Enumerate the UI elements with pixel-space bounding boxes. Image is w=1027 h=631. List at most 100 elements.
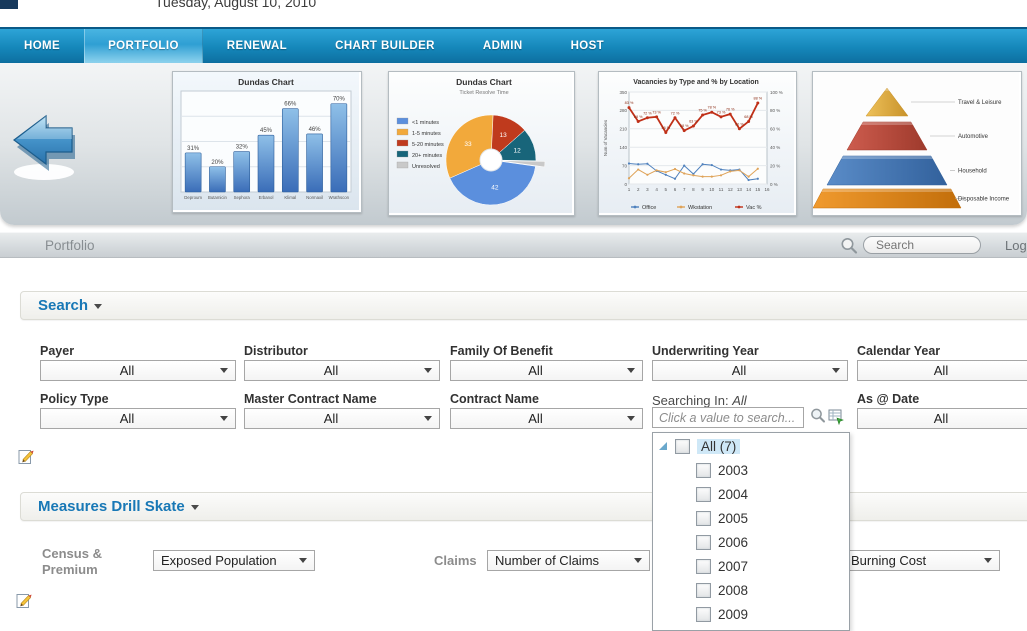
- svg-text:78 %: 78 %: [707, 106, 716, 110]
- svg-text:Deproum: Deproum: [184, 195, 202, 200]
- tab-portfolio[interactable]: PORTFOLIO: [84, 29, 203, 63]
- svg-text:68 %: 68 %: [744, 115, 753, 119]
- add-search-value-icon[interactable]: [828, 408, 845, 430]
- tree-root-checkbox[interactable]: [675, 439, 690, 454]
- family-of-benefit-dropdown[interactable]: All: [450, 360, 643, 381]
- master-contract-name-label: Master Contract Name: [244, 392, 377, 406]
- svg-text:16: 16: [764, 187, 770, 192]
- measures-section-header: Measures Drill Skate: [20, 492, 1027, 521]
- svg-text:70: 70: [622, 163, 628, 168]
- svg-text:45%: 45%: [260, 128, 273, 134]
- svg-text:3: 3: [646, 187, 649, 192]
- year-search-input[interactable]: [652, 407, 804, 428]
- year-checkbox[interactable]: [696, 559, 711, 574]
- edit-search-icon[interactable]: [18, 448, 35, 465]
- svg-text:4: 4: [655, 187, 658, 192]
- carousel-back-arrow-icon[interactable]: [6, 98, 82, 186]
- thumbnail-bar-chart[interactable]: Dundas Chart 31% Deproum 20% Butamicin 32% Sep…: [172, 71, 362, 213]
- thumbnail-pie-chart[interactable]: Dundas Chart Ticket Resolve Time 42 33 13 12 <…: [388, 71, 575, 216]
- svg-text:20+ minutes: 20+ minutes: [412, 153, 442, 159]
- svg-text:80 %: 80 %: [770, 108, 780, 113]
- tree-root-row[interactable]: All (7): [659, 439, 741, 454]
- svg-text:6: 6: [674, 187, 677, 192]
- svg-text:12: 12: [514, 147, 522, 154]
- svg-text:Dundas Chart: Dundas Chart: [456, 77, 512, 87]
- tab-admin[interactable]: ADMIN: [482, 40, 523, 52]
- svg-text:72 %: 72 %: [643, 111, 652, 115]
- policy-type-dropdown[interactable]: All: [40, 408, 236, 429]
- searching-in-label: Searching In: All: [652, 393, 747, 408]
- dropdown-arrow-icon: [984, 558, 992, 563]
- year-checkbox[interactable]: [696, 535, 711, 550]
- tab-chart-builder[interactable]: CHART BUILDER: [335, 40, 435, 52]
- svg-text:46%: 46%: [309, 127, 322, 133]
- calendar-year-dropdown[interactable]: All: [857, 360, 1027, 381]
- svg-text:20%: 20%: [211, 160, 224, 166]
- chevron-down-icon: [94, 303, 103, 309]
- svg-text:Ticket Resolve Time: Ticket Resolve Time: [459, 90, 508, 96]
- claims-dropdown[interactable]: Number of Claims: [487, 550, 650, 571]
- tree-expand-icon[interactable]: [659, 442, 668, 451]
- year-checkbox[interactable]: [696, 583, 711, 598]
- contract-name-dropdown[interactable]: All: [450, 408, 643, 429]
- svg-text:42: 42: [491, 185, 499, 192]
- svg-text:13: 13: [737, 187, 743, 192]
- tree-year-row[interactable]: 2004: [696, 487, 748, 502]
- edit-measures-icon[interactable]: [16, 592, 33, 609]
- tree-year-row[interactable]: 2008: [696, 583, 748, 598]
- year-checkbox[interactable]: [696, 463, 711, 478]
- svg-text:7: 7: [683, 187, 686, 192]
- search-icon[interactable]: [839, 236, 859, 261]
- burning-cost-dropdown[interactable]: Burning Cost: [843, 550, 1000, 571]
- svg-text:60 %: 60 %: [735, 122, 744, 126]
- tree-year-row[interactable]: 2007: [696, 559, 748, 574]
- master-contract-name-dropdown[interactable]: All: [244, 408, 440, 429]
- svg-text:Erbanol: Erbanol: [259, 195, 274, 200]
- year-checkbox[interactable]: [696, 607, 711, 622]
- tree-year-row[interactable]: 2006: [696, 535, 748, 550]
- dropdown-arrow-icon: [424, 368, 432, 373]
- distributor-dropdown[interactable]: All: [244, 360, 440, 381]
- main-content: Search Payer Distributor Family Of Benef…: [0, 258, 1027, 631]
- census-premium-dropdown[interactable]: Exposed Population: [153, 550, 315, 571]
- year-checkbox[interactable]: [696, 487, 711, 502]
- svg-text:Unresolved: Unresolved: [412, 164, 440, 170]
- breadcrumb-bar: Portfolio Log: [0, 232, 1027, 258]
- svg-text:Wrathscon: Wrathscon: [329, 195, 350, 200]
- svg-text:0 %: 0 %: [770, 182, 778, 187]
- thumbnail-pyramid-chart[interactable]: Travel & Leisure Automotive Household Dispo…: [812, 71, 1022, 216]
- tab-host[interactable]: HOST: [570, 40, 605, 52]
- measures-section-title[interactable]: Measures Drill Skate: [38, 498, 199, 515]
- thumbnail-line-chart[interactable]: Vacancies by Type and % by Location 0 70 14…: [598, 71, 797, 216]
- as-at-date-dropdown[interactable]: All: [857, 408, 1027, 429]
- underwriting-year-dropdown[interactable]: All: [652, 360, 848, 381]
- svg-text:Num of Vacancies: Num of Vacancies: [603, 119, 608, 156]
- tree-year-row[interactable]: 2005: [696, 511, 748, 526]
- svg-text:0: 0: [624, 182, 627, 187]
- calendar-year-label: Calendar Year: [857, 344, 941, 358]
- svg-text:12: 12: [728, 187, 734, 192]
- search-section-title[interactable]: Search: [38, 297, 103, 314]
- dropdown-arrow-icon: [299, 558, 307, 563]
- svg-text:Household: Household: [958, 169, 987, 175]
- toolbar-search-input[interactable]: [863, 236, 981, 254]
- svg-text:Normaxil: Normaxil: [306, 195, 323, 200]
- year-checkbox[interactable]: [696, 511, 711, 526]
- tree-year-row[interactable]: 2003: [696, 463, 748, 478]
- window-corner: [0, 0, 18, 9]
- logout-link[interactable]: Log: [1005, 238, 1027, 253]
- payer-dropdown[interactable]: All: [40, 360, 236, 381]
- dropdown-arrow-icon: [627, 416, 635, 421]
- svg-text:73 %: 73 %: [717, 110, 726, 114]
- svg-text:56 %: 56 %: [661, 126, 670, 130]
- svg-text:13: 13: [499, 132, 507, 139]
- tab-renewal[interactable]: RENEWAL: [226, 40, 288, 52]
- svg-text:<1 minutes: <1 minutes: [412, 120, 439, 126]
- tab-home[interactable]: HOME: [24, 40, 61, 52]
- tree-root-label[interactable]: All (7): [697, 439, 741, 454]
- dropdown-arrow-icon: [220, 368, 228, 373]
- family-of-benefit-label: Family Of Benefit: [450, 344, 553, 358]
- tree-year-row[interactable]: 2009: [696, 607, 748, 622]
- tree-search-icon[interactable]: [809, 407, 827, 430]
- contract-name-label: Contract Name: [450, 392, 539, 406]
